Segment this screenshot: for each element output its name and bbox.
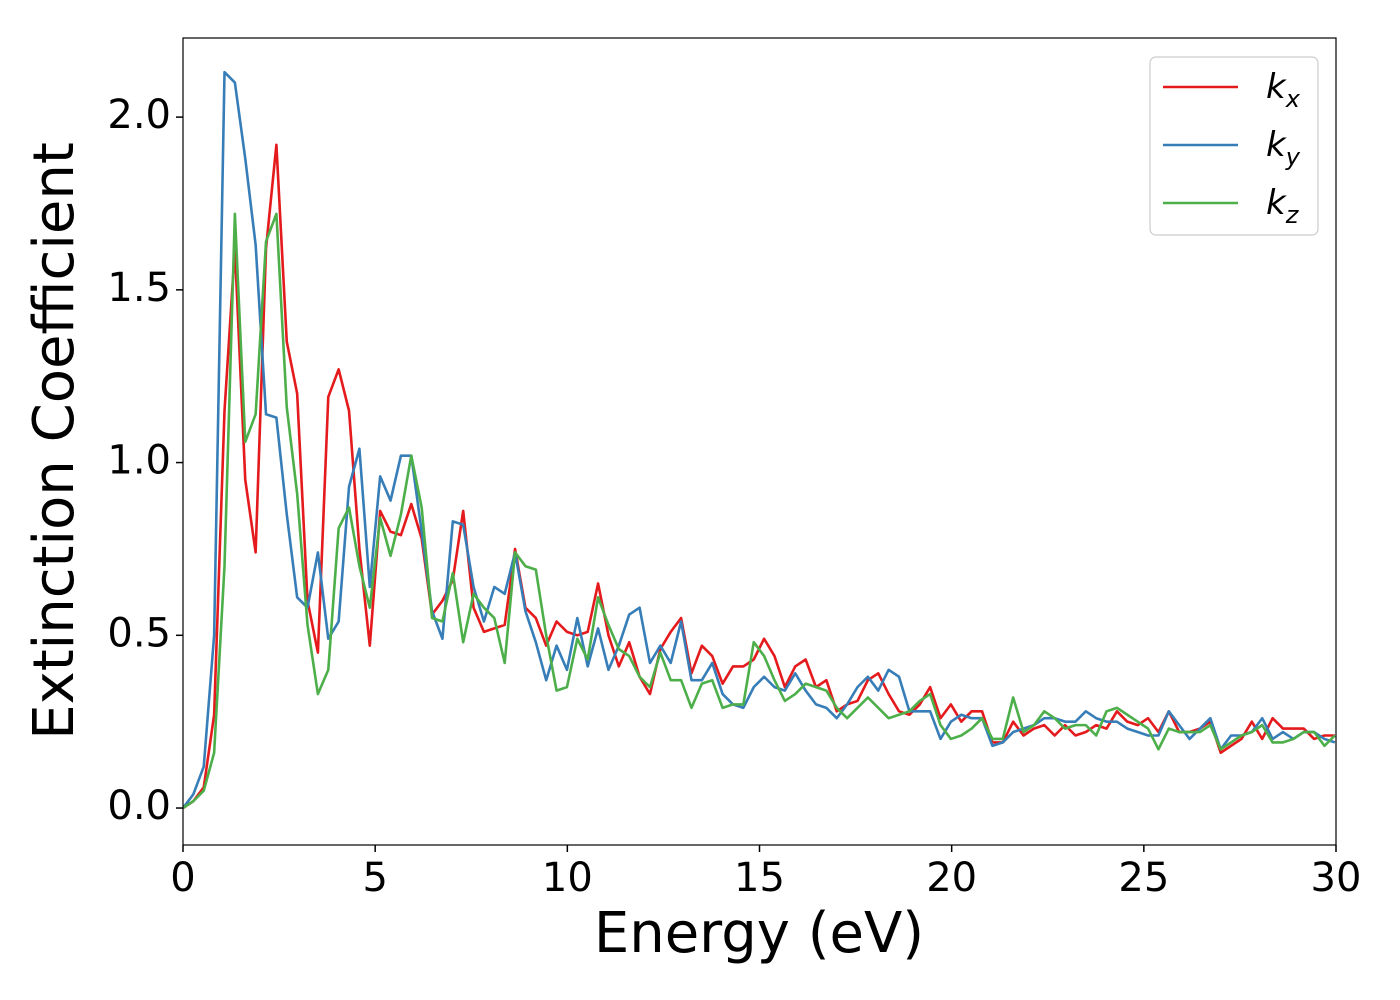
- data-line: [183, 143, 1335, 810]
- x-tick-label: 10: [542, 855, 593, 901]
- y-tick-label: 1.0: [107, 438, 171, 484]
- y-tick-label: 1.5: [107, 265, 171, 311]
- legend-label: kx: [1266, 67, 1301, 113]
- x-tick-label: 20: [926, 855, 977, 901]
- x-tick-label: 0: [170, 855, 195, 901]
- data-line: [183, 212, 1336, 810]
- x-tick-label: 15: [734, 855, 785, 901]
- plot-frame: [182, 37, 1337, 846]
- x-tick-label: 25: [1118, 855, 1169, 901]
- data-line: [183, 70, 1336, 809]
- y-axis-label: Extinction Coefficient: [22, 142, 87, 740]
- x-axis-label: Energy (eV): [594, 901, 924, 966]
- y-tick-label: 2.0: [107, 92, 171, 138]
- legend-label: kz: [1266, 183, 1300, 229]
- y-tick-label: 0.5: [107, 610, 171, 656]
- legend-label: ky: [1266, 125, 1301, 171]
- x-tick-label: 5: [362, 855, 387, 901]
- y-tick-label: 0.0: [107, 783, 171, 829]
- x-tick-label: 30: [1311, 855, 1362, 901]
